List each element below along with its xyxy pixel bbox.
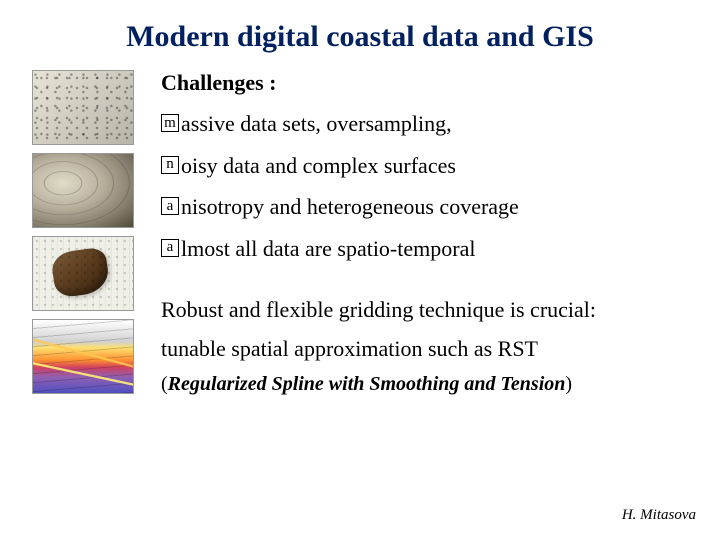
thumb-terrain bbox=[32, 236, 134, 311]
slide-title: Modern digital coastal data and GIS bbox=[0, 0, 720, 70]
paren-open: ( bbox=[161, 373, 168, 395]
bullet-text: oisy data and complex surfaces bbox=[181, 152, 456, 180]
bullet-text: lmost all data are spatio-temporal bbox=[181, 235, 475, 263]
thumb-contours bbox=[32, 153, 134, 228]
bullet-box-icon: a bbox=[161, 197, 179, 215]
closing-line-1: Robust and flexible gridding technique i… bbox=[161, 296, 700, 325]
bullet-box-icon: m bbox=[161, 114, 179, 132]
bullet-item: almost all data are spatio-temporal bbox=[161, 235, 700, 263]
thumb-profiles bbox=[32, 319, 134, 394]
paren-inner: Regularized Spline with Smoothing and Te… bbox=[168, 373, 566, 395]
paren-close: ) bbox=[565, 373, 572, 395]
bullet-item: noisy data and complex surfaces bbox=[161, 152, 700, 180]
bullet-item: anisotropy and heterogeneous coverage bbox=[161, 193, 700, 221]
bullet-item: massive data sets, oversampling, bbox=[161, 110, 700, 138]
closing-line-2: tunable spatial approximation such as RS… bbox=[161, 335, 700, 364]
text-column: Challenges : massive data sets, oversamp… bbox=[137, 70, 720, 396]
bullet-box-icon: n bbox=[161, 156, 179, 174]
content-area: Challenges : massive data sets, oversamp… bbox=[0, 70, 720, 396]
bullet-text: assive data sets, oversampling, bbox=[181, 110, 452, 138]
thumb-lidar bbox=[32, 70, 134, 145]
challenges-heading: Challenges : bbox=[161, 70, 700, 96]
closing-paren: (Regularized Spline with Smoothing and T… bbox=[161, 373, 700, 396]
thumbnail-column bbox=[32, 70, 137, 396]
author-credit: H. Mitasova bbox=[622, 507, 696, 524]
bullet-box-icon: a bbox=[161, 239, 179, 257]
bullet-text: nisotropy and heterogeneous coverage bbox=[181, 193, 519, 221]
